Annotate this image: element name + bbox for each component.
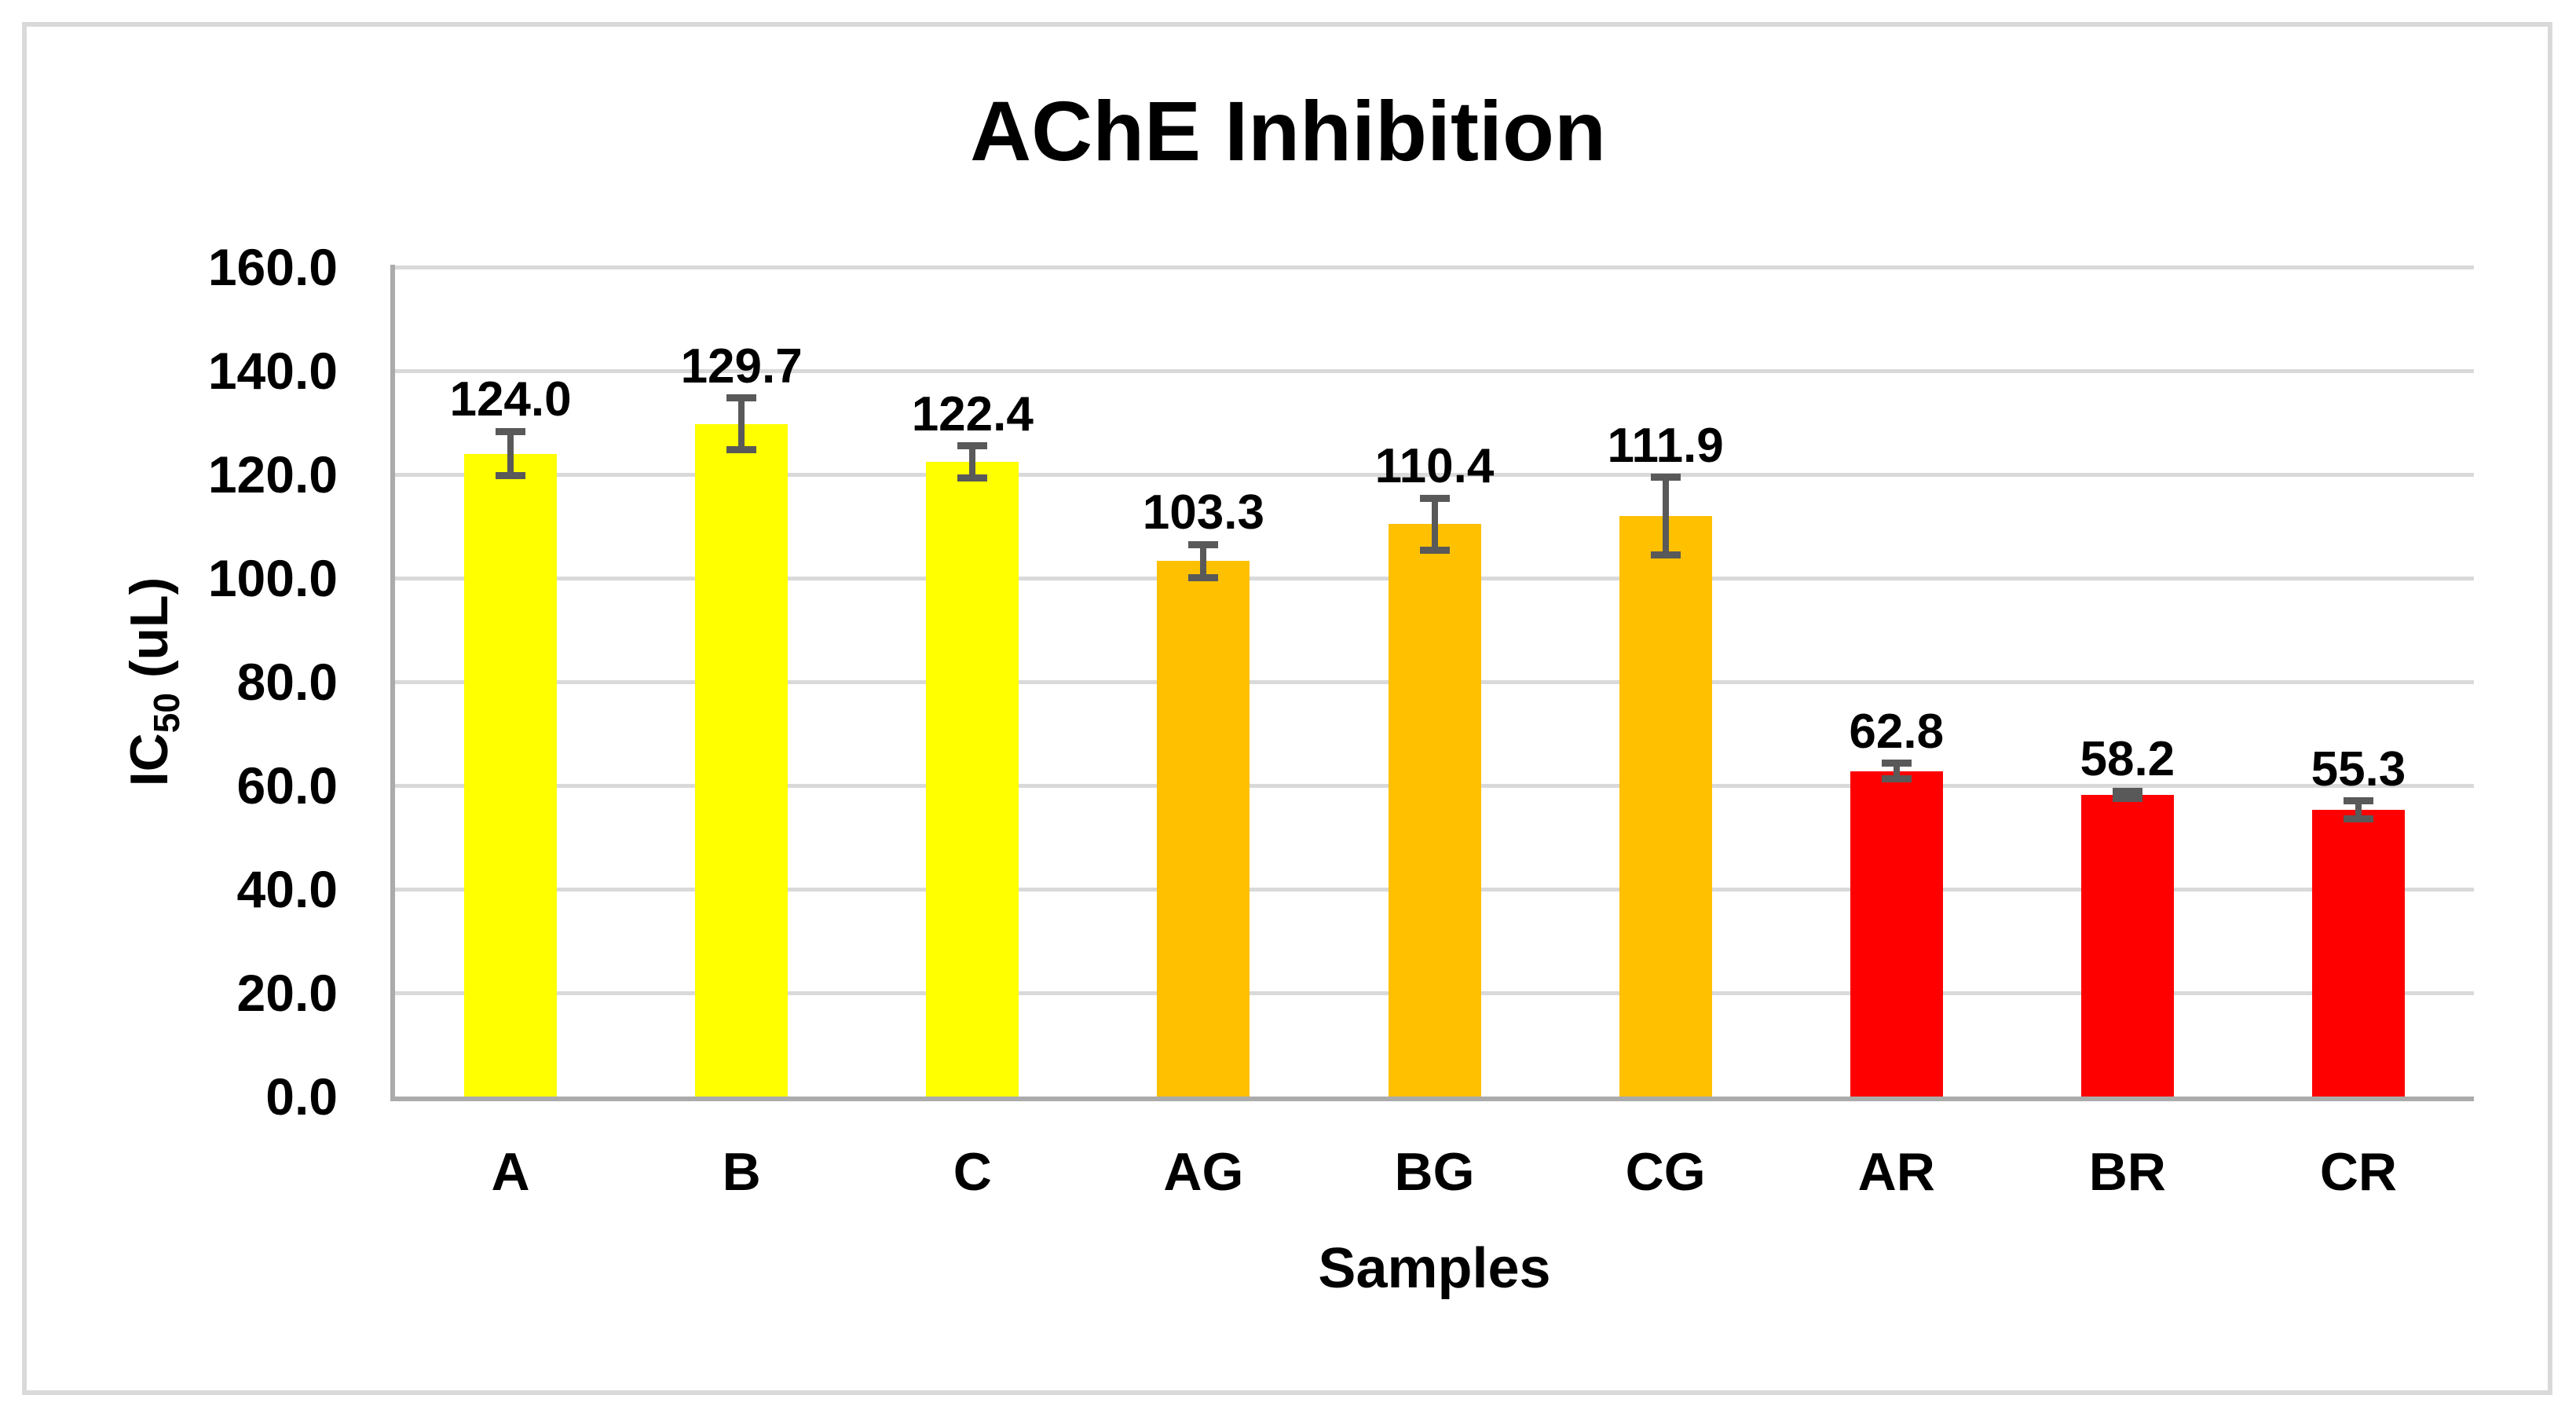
error-bar-line-BG [1431,498,1438,551]
value-label-CG: 111.9 [1607,418,1724,473]
error-bar-line-CR [2355,800,2362,819]
gridline-140.0 [395,368,2474,373]
x-axis-line [390,1097,2474,1101]
error-bar-line-B [738,397,745,450]
x-category-label-C: C [953,1142,992,1202]
error-bar-line-AG [1200,544,1207,578]
bar-A [464,453,558,1097]
bar-BG [1388,524,1481,1097]
x-category-label-BG: BG [1394,1142,1475,1202]
y-tick-label-160.0: 160.0 [207,238,338,296]
error-bar-cap-top-AR [1881,760,1912,767]
value-label-BG: 110.4 [1374,439,1495,494]
y-tick-label-100.0: 100.0 [207,549,338,607]
error-bar-cap-top-B [726,394,757,402]
value-label-A: 124.0 [449,372,572,427]
error-bar-cap-bottom-CR [2343,815,2373,822]
x-category-label-A: A [491,1142,530,1202]
bar-CG [1619,516,1712,1097]
error-bar-cap-bottom-BR [2112,795,2142,802]
value-label-C: 122.4 [911,386,1034,441]
error-bar-line-BR [2124,791,2131,799]
value-label-CR: 55.3 [2311,741,2406,796]
y-tick-label-60.0: 60.0 [236,756,338,815]
error-bar-cap-bottom-B [726,446,757,454]
x-category-label-AR: AR [1857,1142,1935,1202]
error-bar-line-AR [1893,763,1900,779]
error-bar-cap-bottom-A [496,472,526,480]
y-tick-label-120.0: 120.0 [207,445,338,503]
bar-AR [1850,771,1943,1097]
y-tick-label-40.0: 40.0 [236,860,338,918]
error-bar-cap-top-BR [2112,787,2142,795]
value-label-AG: 103.3 [1142,485,1264,540]
error-bar-cap-top-CG [1650,474,1681,481]
value-label-AR: 62.8 [1849,704,1945,759]
value-label-BR: 58.2 [2080,732,2175,787]
bar-CR [2311,810,2405,1097]
x-category-label-CG: CG [1625,1142,1706,1202]
bar-AG [1157,561,1250,1097]
error-bar-line-A [507,431,514,476]
x-category-label-BR: BR [2088,1142,2166,1202]
error-bar-cap-bottom-AR [1881,774,1912,782]
y-tick-label-140.0: 140.0 [207,342,338,400]
y-tick-label-80.0: 80.0 [236,653,338,711]
x-axis-title: Samples [1318,1237,1551,1300]
bar-B [695,423,789,1097]
error-bar-cap-bottom-CG [1650,551,1681,559]
error-bar-cap-top-AG [1188,540,1219,548]
error-bar-cap-bottom-AG [1188,573,1219,581]
y-axis-line [390,265,395,1101]
x-category-label-B: B [722,1142,761,1202]
y-tick-label-20.0: 20.0 [236,964,338,1022]
error-bar-cap-top-C [957,442,988,450]
error-bar-cap-top-A [496,427,526,435]
gridline-160.0 [395,265,2474,269]
error-bar-line-CG [1662,477,1669,555]
error-bar-cap-bottom-BG [1419,546,1450,554]
error-bar-cap-bottom-C [957,474,988,482]
error-bar-cap-top-BG [1419,494,1450,502]
bar-C [926,462,1019,1097]
chart-title: AChE Inhibition [970,83,1606,178]
x-category-label-AG: AG [1163,1142,1244,1202]
chart-frame [22,22,2552,1395]
y-tick-label-0.0: 0.0 [265,1067,338,1126]
bar-BR [2080,794,2174,1097]
error-bar-cap-top-CR [2343,797,2373,805]
value-label-B: 129.7 [680,339,803,394]
error-bar-line-C [969,445,976,478]
gridline-120.0 [395,472,2474,477]
x-category-label-CR: CR [2319,1142,2398,1202]
